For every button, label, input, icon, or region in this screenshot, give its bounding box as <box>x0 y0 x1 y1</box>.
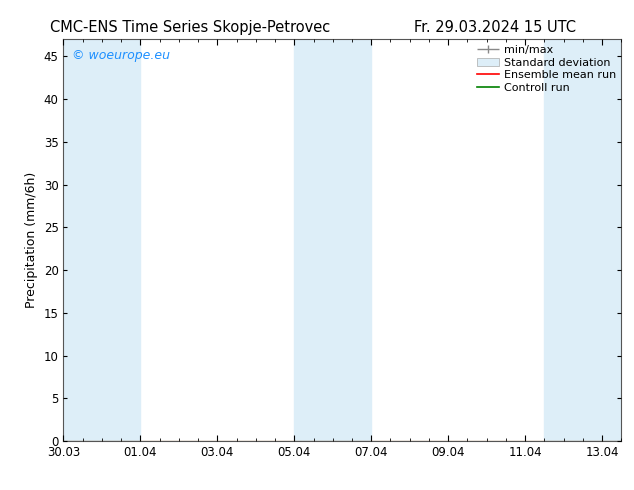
Legend: min/max, Standard deviation, Ensemble mean run, Controll run: min/max, Standard deviation, Ensemble me… <box>474 42 619 97</box>
Bar <box>63 39 140 441</box>
Bar <box>294 39 372 441</box>
Text: Fr. 29.03.2024 15 UTC: Fr. 29.03.2024 15 UTC <box>413 20 576 35</box>
Text: © woeurope.eu: © woeurope.eu <box>72 49 170 62</box>
Text: CMC-ENS Time Series Skopje-Petrovec: CMC-ENS Time Series Skopje-Petrovec <box>50 20 330 35</box>
Y-axis label: Precipitation (mm/6h): Precipitation (mm/6h) <box>25 172 38 308</box>
Bar <box>545 39 621 441</box>
